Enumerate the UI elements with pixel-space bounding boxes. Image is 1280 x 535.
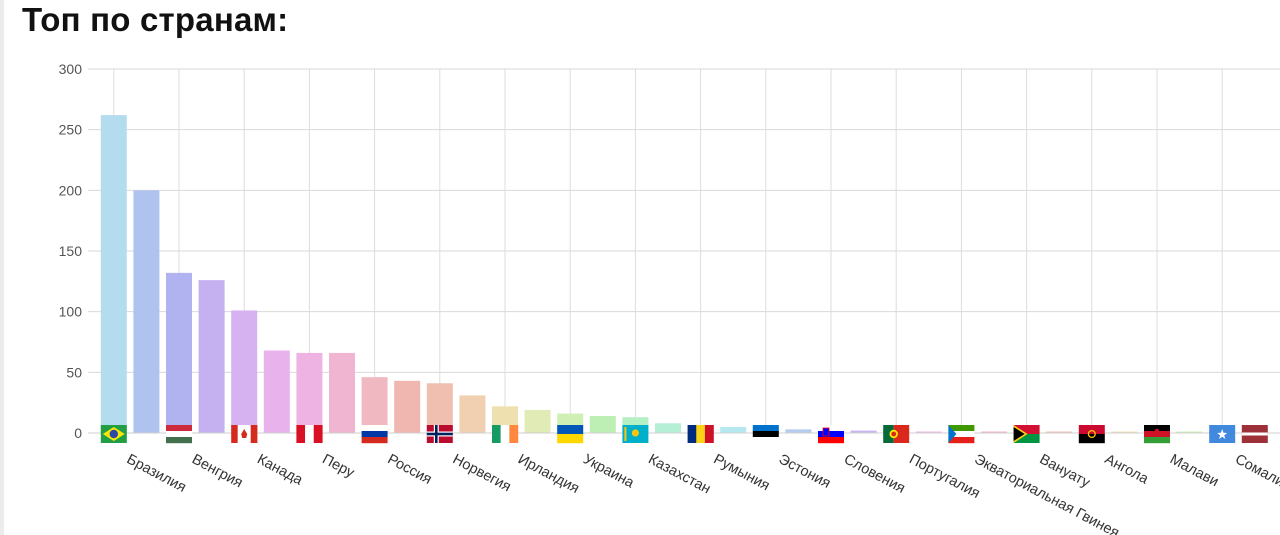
category-label: Португалия — [906, 451, 982, 502]
bar-31 — [1111, 431, 1138, 433]
bar-15 — [589, 416, 616, 433]
kazakhstan-flag-icon — [622, 425, 649, 443]
y-tick-label: 50 — [66, 364, 82, 380]
y-tick-label: 150 — [59, 243, 83, 259]
malawi-flag-icon — [1144, 425, 1170, 444]
bar-4 — [231, 310, 258, 433]
bar-7 — [329, 352, 355, 433]
category-label: Румыния — [711, 451, 772, 494]
page-title: Топ по странам: — [22, 1, 289, 38]
hungary-flag-icon — [166, 425, 192, 444]
category-label: Бразилия — [124, 451, 189, 495]
bar-17 — [655, 423, 681, 433]
ukraine-flag-icon — [557, 425, 584, 444]
y-tick-label: 200 — [59, 182, 83, 198]
bar-21 — [785, 429, 812, 433]
equatorial-guinea-flag-icon — [948, 425, 975, 444]
bar-9 — [394, 380, 421, 433]
category-label: Эстония — [776, 451, 833, 492]
bar-5 — [263, 350, 290, 433]
vanuatu-flag-icon — [1013, 425, 1040, 443]
page-edge — [0, 0, 4, 535]
bar-25 — [915, 431, 942, 433]
category-label: Канада — [254, 451, 306, 489]
category-label: Казахстан — [646, 451, 714, 497]
estonia-flag-icon — [752, 425, 779, 444]
ireland-flag-icon — [492, 425, 519, 443]
russia-flag-icon — [361, 425, 388, 444]
canada-flag-icon — [231, 425, 258, 443]
category-label: Словения — [841, 451, 907, 496]
y-tick-label: 0 — [74, 425, 82, 441]
bar-23 — [850, 430, 877, 433]
y-tick-label: 100 — [59, 304, 83, 320]
bar-11 — [459, 395, 486, 433]
y-tick-labels: 0 50 100 150 200 250 300 — [59, 61, 83, 441]
angola-flag-icon — [1078, 425, 1105, 444]
category-label: Сомали — [1232, 451, 1280, 490]
norway-flag-icon — [426, 425, 453, 443]
category-label: Россия — [385, 451, 435, 487]
bar-13 — [524, 409, 551, 433]
bar-10 — [426, 383, 453, 433]
bar-6 — [296, 352, 323, 433]
bar-8 — [361, 377, 388, 433]
bar-29 — [1046, 431, 1073, 433]
romania-flag-icon — [687, 425, 714, 443]
category-label: Ангола — [1102, 451, 1152, 488]
bar-27 — [981, 431, 1007, 433]
category-labels: Бразилия Венгрия Канада Перу Россия Норвегия И… — [124, 451, 1280, 535]
category-label: Перу — [320, 451, 358, 481]
bar-2 — [166, 272, 192, 433]
bar-0 — [100, 115, 127, 434]
somalia-flag-icon — [1209, 425, 1236, 443]
category-label: Венгрия — [189, 451, 245, 491]
latvia-flag-icon — [1241, 425, 1268, 443]
flags — [100, 425, 1268, 444]
slovenia-flag-icon — [818, 425, 844, 444]
bars — [100, 115, 1268, 434]
category-label: Малави — [1167, 451, 1221, 490]
brazil-flag-icon — [100, 425, 127, 443]
category-label: Украина — [580, 451, 637, 491]
portugal-flag-icon — [883, 425, 910, 443]
category-label: Ирландия — [515, 451, 582, 497]
y-tick-label: 250 — [59, 122, 83, 138]
bar-19 — [720, 426, 747, 433]
bar-1 — [133, 190, 160, 433]
y-tick-label: 300 — [59, 61, 83, 77]
bar-33 — [1176, 431, 1203, 433]
peru-flag-icon — [296, 425, 323, 443]
bar-3 — [198, 280, 225, 433]
category-label: Норвегия — [450, 451, 514, 495]
